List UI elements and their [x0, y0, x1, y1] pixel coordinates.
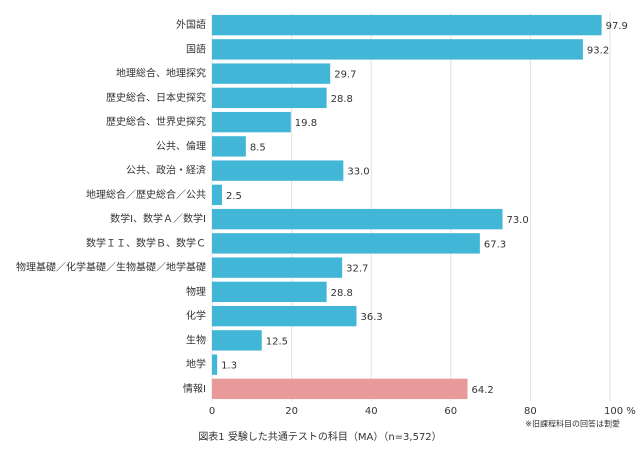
value-label: 36.3	[360, 312, 382, 323]
y-tick-label: 情報Ⅰ	[183, 382, 206, 395]
value-label: 8.5	[250, 142, 266, 153]
y-tick-label: 物理	[186, 285, 206, 298]
y-tick-label: 歴史総合、日本史探究	[106, 91, 206, 104]
y-tick-label: 地理総合／歴史総合／公共	[86, 188, 206, 201]
bar	[212, 208, 503, 230]
bar	[212, 330, 262, 351]
y-tick-label: 国語	[186, 42, 206, 55]
bar	[212, 378, 468, 400]
y-tick-label: 地学	[186, 358, 206, 371]
x-tick-label: 60	[444, 406, 457, 417]
value-label: 28.8	[331, 94, 353, 105]
chart-note: ※旧課程科目の回答は割愛	[525, 419, 620, 429]
bar	[212, 281, 327, 303]
y-tick-label: 物理基礎／化学基礎／生物基礎／地学基礎	[16, 261, 206, 274]
value-label: 1.3	[221, 361, 237, 372]
bar	[212, 233, 480, 254]
bar	[212, 184, 222, 206]
bar	[212, 305, 357, 327]
x-tick-label: 0	[209, 406, 215, 417]
bar	[212, 63, 331, 84]
x-tick-label: 80	[524, 406, 537, 417]
y-tick-label: 外国語	[176, 18, 206, 31]
value-label: 93.2	[587, 45, 609, 56]
x-tick-label: 100 %	[604, 406, 636, 417]
bar	[212, 136, 246, 157]
value-label: 67.3	[484, 239, 506, 250]
x-tick-label: 40	[365, 406, 378, 417]
bar	[212, 257, 343, 278]
value-label: 32.7	[346, 264, 368, 275]
bar	[212, 111, 291, 133]
bar	[212, 160, 344, 181]
x-tick-label: 20	[285, 406, 298, 417]
value-label: 19.8	[295, 118, 317, 129]
value-label: 33.0	[347, 167, 369, 178]
bar	[212, 354, 218, 375]
value-label: 29.7	[334, 70, 356, 81]
bar	[212, 87, 327, 109]
y-tick-label: 生物	[186, 333, 206, 346]
value-label: 97.9	[606, 21, 628, 32]
y-tick-label: 数学ＩＩ、数学Ｂ、数学Ｃ	[86, 236, 206, 249]
y-tick-label: 公共、政治・経済	[126, 164, 206, 177]
y-tick-label: 地理総合、地理探究	[116, 67, 206, 80]
y-tick-label: 歴史総合、世界史探究	[106, 115, 206, 128]
chart-title: 図表1 受験した共通テストの科目（MA）（n=3,572）	[198, 430, 441, 443]
y-tick-label: 公共、倫理	[156, 139, 206, 152]
value-label: 64.2	[472, 385, 494, 396]
value-label: 2.5	[226, 191, 242, 202]
y-tick-label: 数学Ⅰ、数学Ａ／数学Ⅰ	[110, 212, 206, 225]
value-label: 73.0	[507, 215, 529, 226]
y-tick-label: 化学	[186, 309, 206, 322]
value-label: 28.8	[331, 288, 353, 299]
value-label: 12.5	[266, 336, 288, 347]
bar	[212, 14, 602, 36]
bar	[212, 39, 583, 60]
